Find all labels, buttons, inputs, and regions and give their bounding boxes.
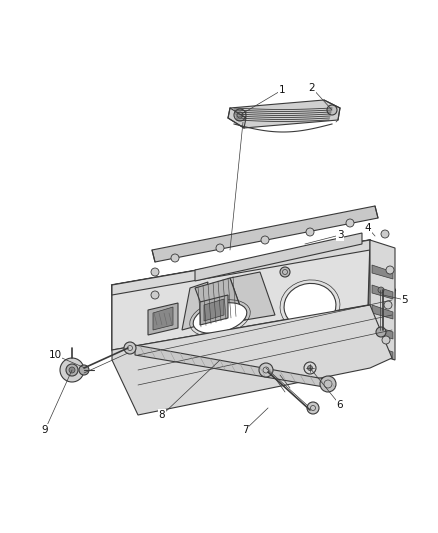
Circle shape — [320, 376, 336, 392]
Ellipse shape — [284, 284, 336, 328]
Polygon shape — [112, 240, 370, 295]
Circle shape — [381, 230, 389, 238]
Ellipse shape — [193, 303, 247, 333]
Circle shape — [259, 363, 273, 377]
Polygon shape — [195, 233, 362, 281]
Circle shape — [171, 254, 179, 262]
Circle shape — [280, 267, 290, 277]
Circle shape — [151, 268, 159, 276]
Polygon shape — [112, 240, 395, 340]
Text: 1: 1 — [279, 85, 285, 95]
Polygon shape — [182, 282, 208, 330]
Circle shape — [69, 367, 75, 373]
Polygon shape — [135, 345, 330, 388]
Circle shape — [307, 402, 319, 414]
Circle shape — [382, 336, 390, 344]
Text: 7: 7 — [242, 425, 248, 435]
Polygon shape — [228, 100, 340, 128]
Polygon shape — [204, 299, 224, 321]
Circle shape — [384, 301, 392, 309]
Polygon shape — [372, 325, 393, 339]
Text: 10: 10 — [49, 350, 62, 360]
Polygon shape — [368, 240, 395, 358]
Circle shape — [346, 219, 354, 227]
Text: 6: 6 — [337, 400, 343, 410]
Circle shape — [151, 291, 159, 299]
Polygon shape — [152, 206, 378, 262]
Circle shape — [216, 244, 224, 252]
Circle shape — [307, 366, 312, 370]
Circle shape — [79, 365, 89, 375]
Polygon shape — [148, 303, 178, 335]
Circle shape — [386, 266, 394, 274]
Text: 9: 9 — [42, 425, 48, 435]
Circle shape — [60, 358, 84, 382]
Polygon shape — [230, 272, 275, 320]
Text: 2: 2 — [309, 83, 315, 93]
Polygon shape — [112, 240, 370, 350]
Circle shape — [261, 236, 269, 244]
Polygon shape — [195, 278, 245, 328]
Text: 4: 4 — [365, 223, 371, 233]
Text: 8: 8 — [159, 410, 165, 420]
Circle shape — [378, 287, 384, 293]
Circle shape — [234, 109, 246, 121]
Circle shape — [376, 327, 386, 337]
Polygon shape — [200, 295, 228, 325]
Polygon shape — [372, 265, 393, 279]
Circle shape — [306, 228, 314, 236]
Polygon shape — [370, 240, 395, 360]
Polygon shape — [112, 305, 392, 415]
Text: 5: 5 — [402, 295, 408, 305]
Circle shape — [327, 105, 337, 115]
Polygon shape — [112, 285, 138, 405]
Circle shape — [66, 364, 78, 376]
Polygon shape — [372, 305, 393, 319]
Circle shape — [124, 342, 136, 354]
Text: 3: 3 — [337, 230, 343, 240]
Polygon shape — [153, 307, 173, 330]
Polygon shape — [372, 345, 393, 359]
Polygon shape — [372, 285, 393, 299]
